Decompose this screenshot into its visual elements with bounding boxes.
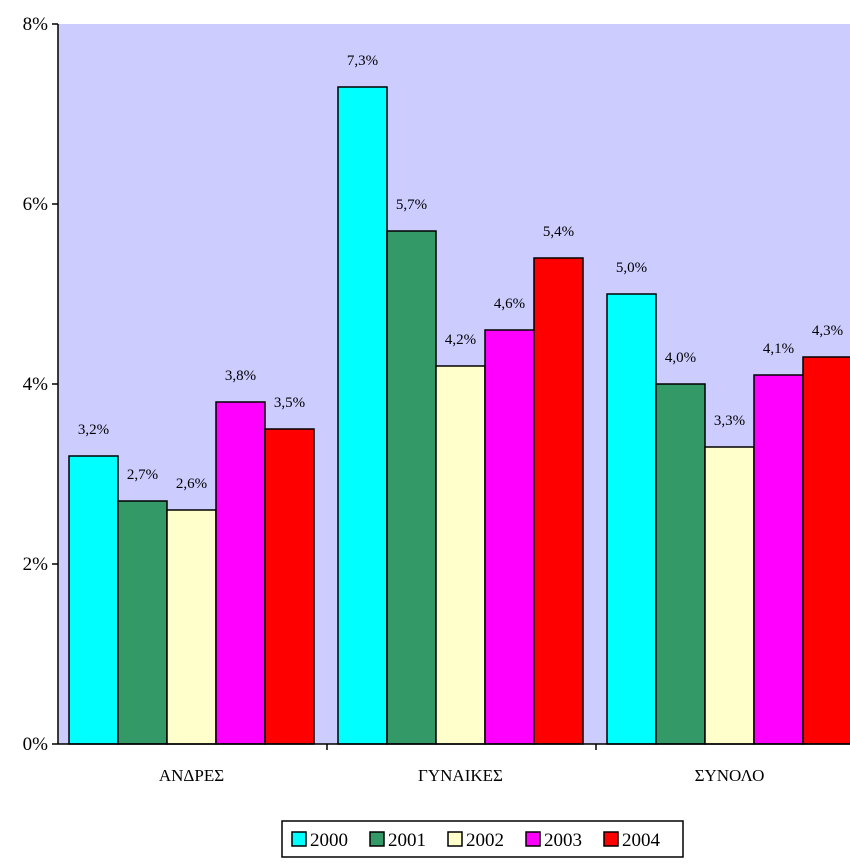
- data-label-2001-2: 4,0%: [665, 350, 696, 366]
- bars-layer: [68, 86, 850, 745]
- legend-label-2003: 2003: [544, 830, 582, 851]
- data-labels-layer: 3,2% 2,7% 2,6% 3,8% 3,5% 7,3% 5,7% 4,2% 4,6% 5,4%…: [78, 53, 843, 492]
- legend-label-2002: 2002: [466, 830, 504, 851]
- bar-2004-2: [802, 356, 850, 745]
- bar-2003-0: [215, 401, 266, 745]
- bar-2001-1: [386, 230, 437, 745]
- data-label-2000-0: 3,2%: [78, 422, 109, 438]
- bar-2001-0: [117, 500, 168, 745]
- data-label-2003-0: 3,8%: [225, 368, 256, 384]
- data-label-2004-1: 5,4%: [543, 224, 574, 240]
- y-tick-label: 2%: [23, 554, 49, 575]
- bar-2001-2: [655, 383, 706, 745]
- legend-label-2000: 2000: [310, 830, 348, 851]
- data-label-2001-0: 2,7%: [127, 467, 158, 483]
- y-tick-label: 4%: [23, 374, 49, 395]
- bar-2002-2: [704, 446, 755, 745]
- legend-swatch-2002: [447, 831, 463, 847]
- data-label-2000-1: 7,3%: [347, 53, 378, 69]
- x-tick-label: ΑΝΔΡΕΣ: [159, 766, 224, 785]
- x-tick-label: ΣΥΝΟΛΟ: [695, 766, 765, 785]
- bar-2002-0: [166, 509, 217, 745]
- legend-label-2004: 2004: [622, 830, 661, 851]
- data-label-2004-2: 4,3%: [812, 323, 843, 339]
- data-label-2000-2: 5,0%: [616, 260, 647, 276]
- data-label-2002-0: 2,6%: [176, 476, 207, 492]
- data-label-2002-1: 4,2%: [445, 332, 476, 348]
- data-label-2001-1: 5,7%: [396, 197, 427, 213]
- y-tick-label: 6%: [23, 194, 49, 215]
- data-label-2004-0: 3,5%: [274, 395, 305, 411]
- data-label-2003-1: 4,6%: [494, 296, 525, 312]
- bar-2003-2: [753, 374, 804, 745]
- legend-swatch-2003: [525, 831, 541, 847]
- bar-2000-0: [68, 455, 119, 745]
- x-tick-label: ΓΥΝΑΙΚΕΣ: [418, 766, 503, 785]
- legend-label-2001: 2001: [388, 830, 426, 851]
- bar-2004-0: [264, 428, 315, 745]
- legend-swatch-2001: [369, 831, 385, 847]
- bar-2002-1: [435, 365, 486, 745]
- axes-layer: 0% 2% 4% 6% 8% ΑΝΔΡΕΣ ΓΥΝΑΙΚΕΣ ΣΥΝΟΛΟ: [23, 14, 850, 785]
- data-label-2002-2: 3,3%: [714, 413, 745, 429]
- y-tick-label: 8%: [23, 14, 49, 35]
- legend-swatch-2000: [291, 831, 307, 847]
- bar-2003-1: [484, 329, 535, 745]
- legend-swatch-2004: [603, 831, 619, 847]
- bar-2000-2: [606, 293, 657, 745]
- legend: 2000 2001 2002 2003 2004: [281, 820, 684, 858]
- data-label-2003-2: 4,1%: [763, 341, 794, 357]
- bar-2004-1: [533, 257, 584, 745]
- bar-2000-1: [337, 86, 388, 745]
- y-tick-label: 0%: [23, 734, 49, 755]
